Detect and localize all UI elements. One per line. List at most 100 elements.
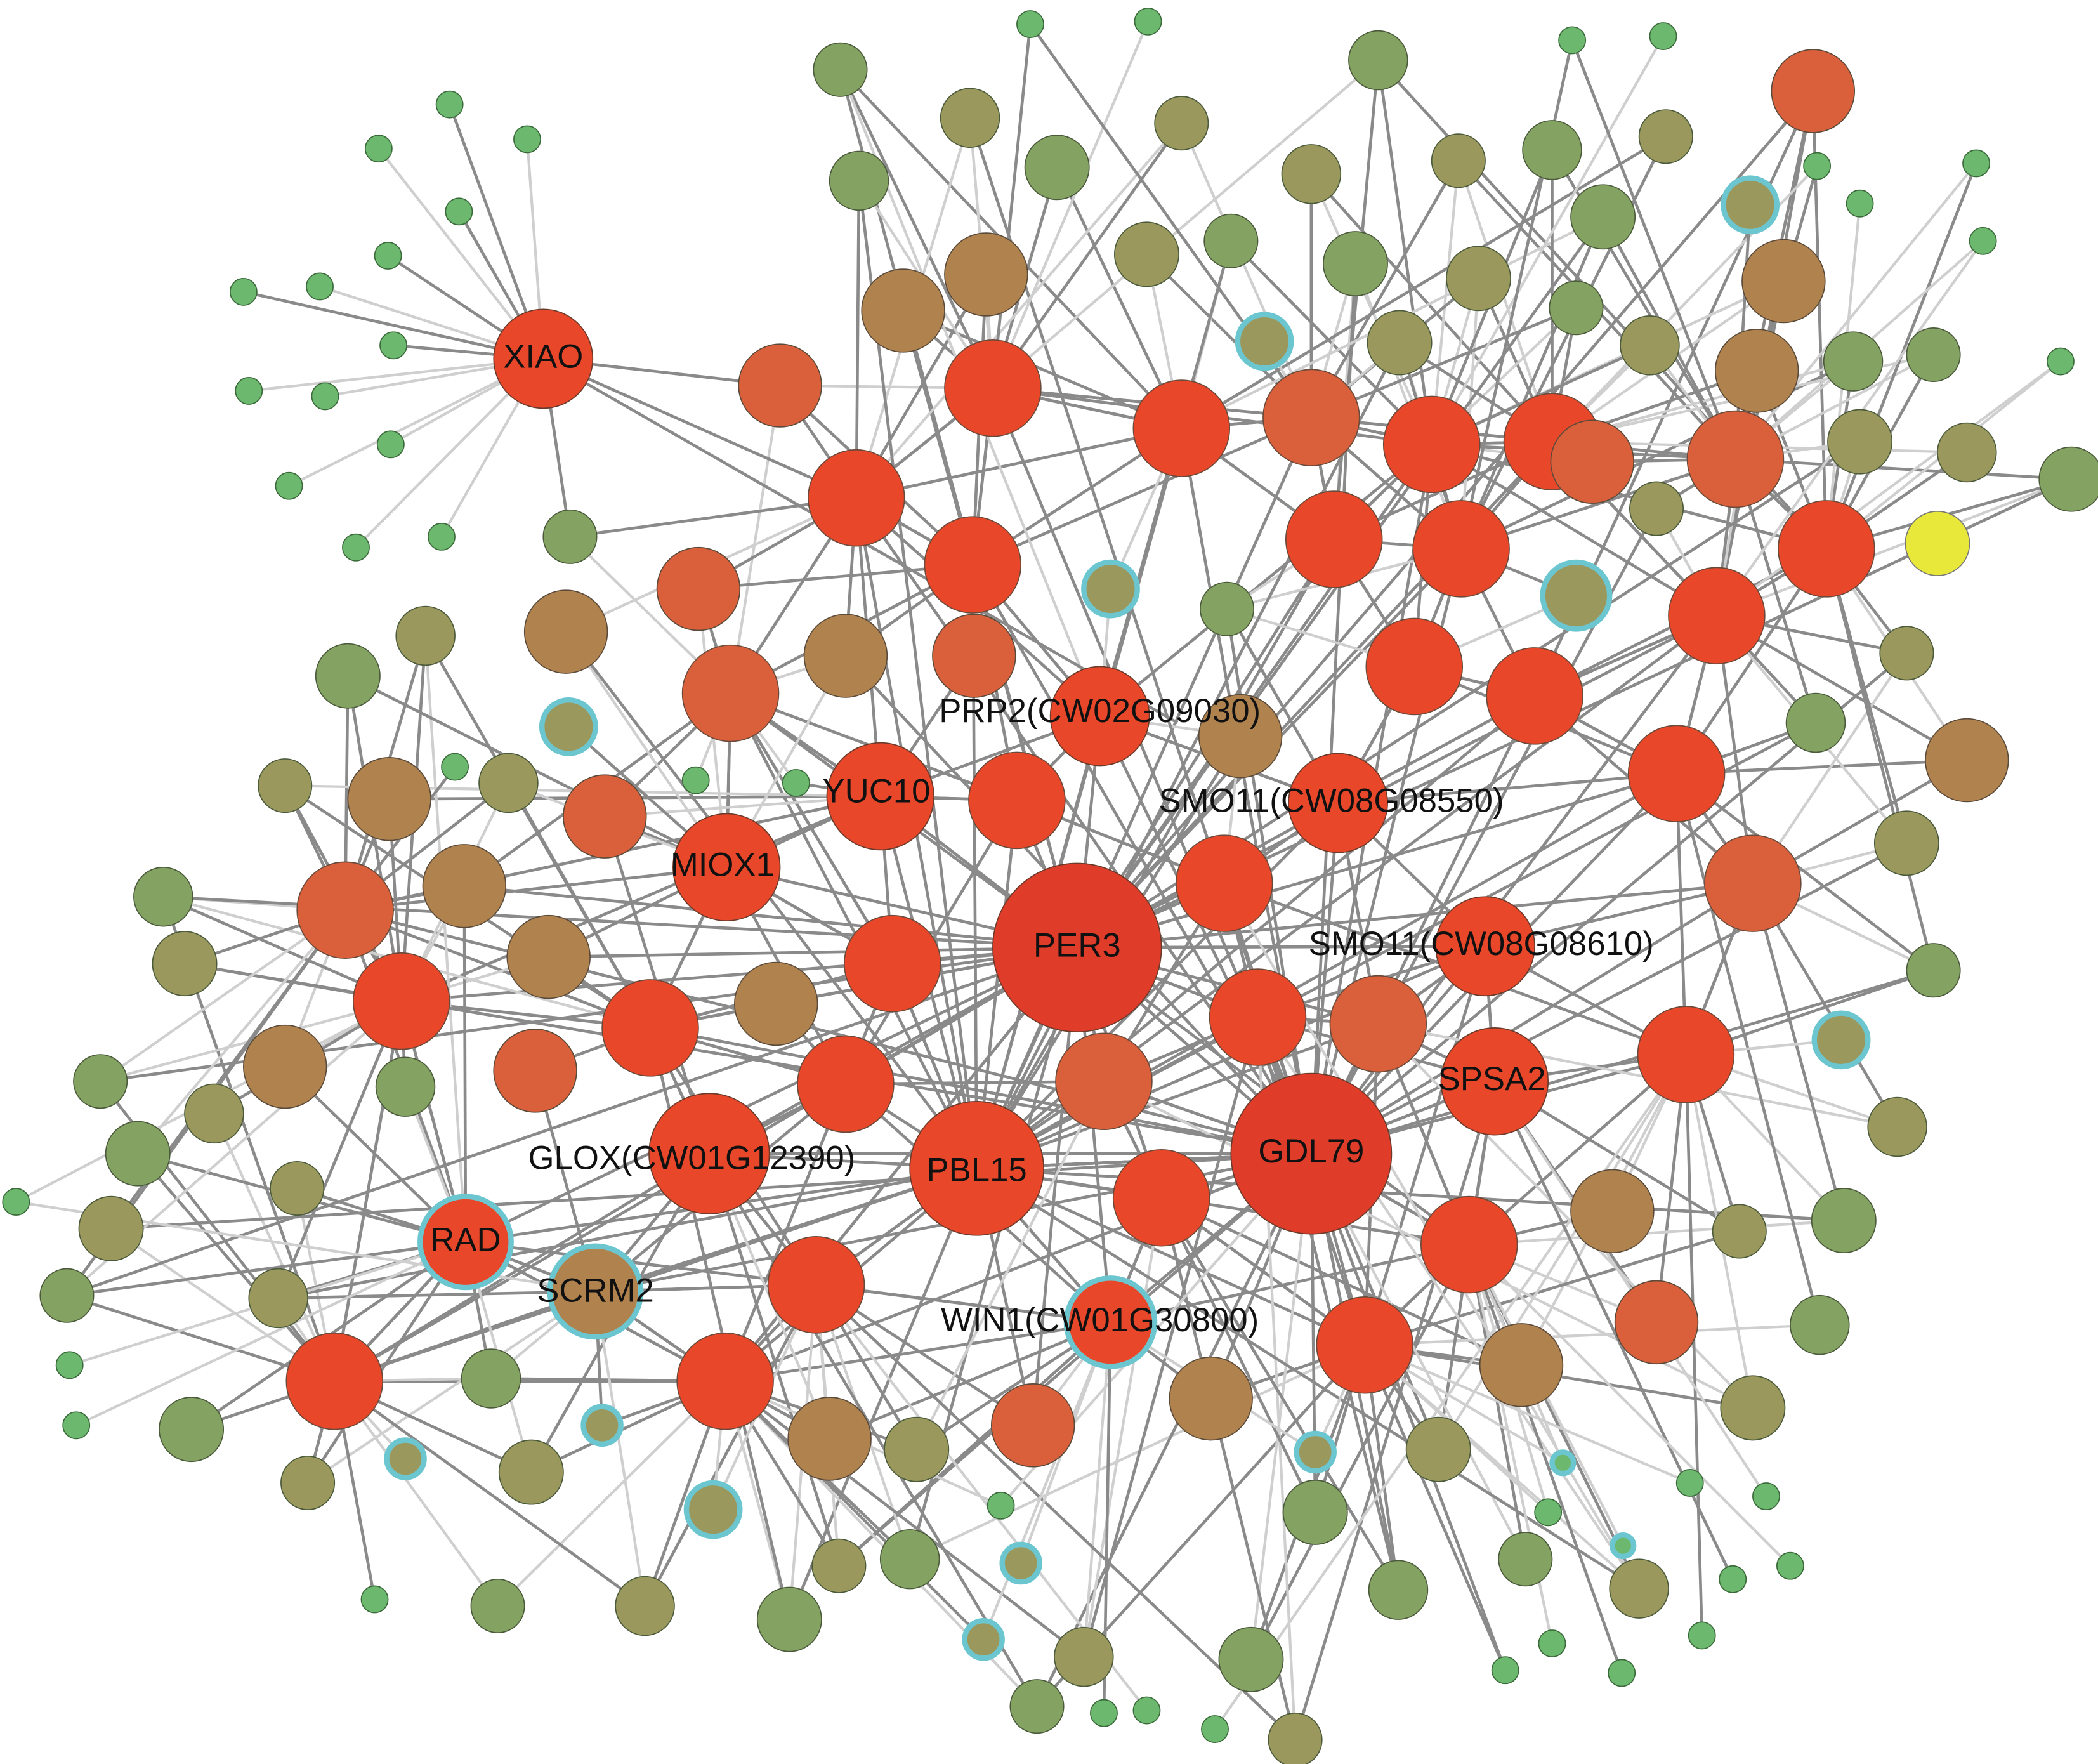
node-label: SCRM2: [537, 1272, 654, 1309]
node: [1054, 1626, 1114, 1687]
edge: [1310, 173, 1554, 443]
node: [493, 308, 594, 409]
node: [1235, 312, 1294, 371]
edge: [1160, 1196, 1522, 1367]
edge: [347, 675, 728, 869]
node-label: GDL79: [1258, 1133, 1364, 1170]
node: [1365, 617, 1464, 716]
edge: [991, 21, 1150, 389]
node: [1686, 410, 1785, 508]
node: [1771, 49, 1855, 133]
node: [342, 533, 370, 562]
edge: [1181, 135, 1667, 430]
node-label: PER3: [1033, 926, 1121, 964]
node: [1906, 327, 1961, 383]
node: [347, 757, 431, 841]
edge: [975, 417, 1313, 1169]
node: [1294, 1430, 1337, 1474]
edge: [855, 180, 861, 498]
edge: [1082, 1322, 1112, 1657]
node: [1114, 221, 1179, 287]
node: [808, 449, 905, 547]
edge: [465, 1241, 816, 1287]
node: [1627, 725, 1726, 822]
nodes: [2, 7, 2098, 1764]
node-label: WIN1(CW01G30800): [941, 1301, 1259, 1339]
node: [1620, 315, 1680, 376]
edge: [464, 885, 1078, 949]
node: [1550, 419, 1635, 504]
edge: [1099, 443, 1433, 718]
node: [944, 232, 1028, 317]
node: [1405, 1416, 1471, 1482]
node: [1629, 481, 1684, 536]
node: [184, 1083, 244, 1144]
edge: [816, 1283, 1111, 1324]
node: [797, 1035, 895, 1133]
edge: [1249, 1153, 1313, 1660]
edge: [1082, 1017, 1259, 1657]
edge: [729, 692, 894, 964]
node: [306, 272, 334, 301]
node: [1368, 1560, 1429, 1620]
node-label: YUC10: [822, 773, 930, 810]
node: [375, 1056, 436, 1117]
node: [681, 766, 710, 794]
node: [803, 614, 888, 698]
edge: [1570, 39, 1737, 460]
edge: [724, 1380, 985, 1641]
edge: [542, 357, 857, 499]
node: [1230, 1072, 1393, 1235]
node: [1316, 1296, 1414, 1394]
edge: [837, 1152, 1313, 1567]
node: [395, 605, 456, 666]
node: [1803, 152, 1832, 180]
node: [2047, 347, 2075, 376]
node: [1176, 834, 1273, 932]
node: [285, 1332, 384, 1430]
edge: [976, 1167, 1366, 1346]
node: [1446, 246, 1511, 312]
node: [1288, 753, 1388, 853]
edge: [278, 1290, 596, 1300]
edge: [991, 23, 1032, 388]
node-label: GLOX(CW01G12390): [528, 1140, 856, 1177]
node: [615, 1576, 675, 1636]
node: [352, 952, 450, 1050]
edge: [1675, 772, 1934, 972]
node: [379, 331, 407, 360]
node: [1778, 500, 1875, 598]
edge: [497, 1380, 726, 1607]
node: [1055, 1032, 1153, 1131]
edge: [1751, 883, 1846, 1221]
node: [470, 1578, 525, 1634]
node: [1132, 1696, 1161, 1725]
node: [1811, 1188, 1877, 1254]
node: [248, 1268, 308, 1329]
node: [1608, 1659, 1636, 1687]
node: [1649, 22, 1677, 51]
node: [1420, 1195, 1518, 1294]
node: [243, 1024, 327, 1109]
node: [1329, 975, 1427, 1073]
edge: [1310, 841, 1908, 1155]
node: [1169, 1356, 1253, 1441]
edge: [707, 1152, 1039, 1708]
node-label: SMO11(CW08G08610): [1309, 925, 1654, 963]
edge: [1077, 881, 1754, 949]
node: [513, 125, 541, 154]
node: [813, 42, 868, 97]
node: [999, 1541, 1042, 1585]
node: [1721, 175, 1780, 235]
node-label: PRP2(CW02G09030): [939, 692, 1261, 730]
edge: [75, 1241, 466, 1427]
edge: [902, 309, 1183, 430]
node: [417, 1194, 514, 1291]
edge: [1310, 882, 1754, 1155]
node: [55, 1351, 84, 1379]
node-label: RAD: [430, 1221, 501, 1258]
node: [435, 90, 464, 119]
node: [133, 866, 193, 927]
edge: [277, 1000, 403, 1299]
edge: [213, 1113, 336, 1382]
